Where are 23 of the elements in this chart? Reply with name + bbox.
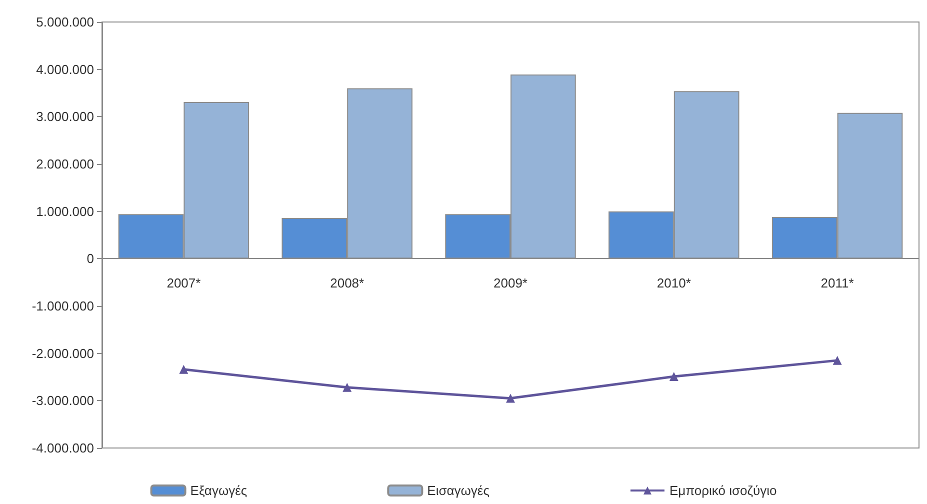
y-tick-label: -2.000.000 [32,346,94,361]
y-tick-label: -1.000.000 [32,298,94,314]
y-tick-label: 2.000.000 [36,156,94,172]
legend-label: Εισαγωγές [427,483,490,498]
legend-label: Εμπορικό ισοζύγιο [669,483,777,498]
x-tick-label: 2007* [166,276,201,291]
y-tick-label: -3.000.000 [32,393,94,408]
x-tick-label: 2010* [656,276,691,291]
y-tick-label: -4.000.000 [32,440,94,456]
x-tick-label: 2009* [494,276,528,291]
point [669,372,678,382]
point [179,364,188,374]
y-tick-label: 4.000.000 [36,62,94,77]
y-tick-label: 0 [86,251,94,266]
y-tick-label: 1.000.000 [36,204,94,219]
point [506,394,515,403]
x-tick-label: 2011* [820,276,854,291]
legend-label: Εξαγωγές [190,483,248,498]
x-tick-label: 2008* [330,276,364,291]
y-tick-label: 5.000.000 [36,14,94,30]
point [832,356,842,365]
y-tick-label: 3.000.000 [36,109,94,124]
point [342,382,352,392]
